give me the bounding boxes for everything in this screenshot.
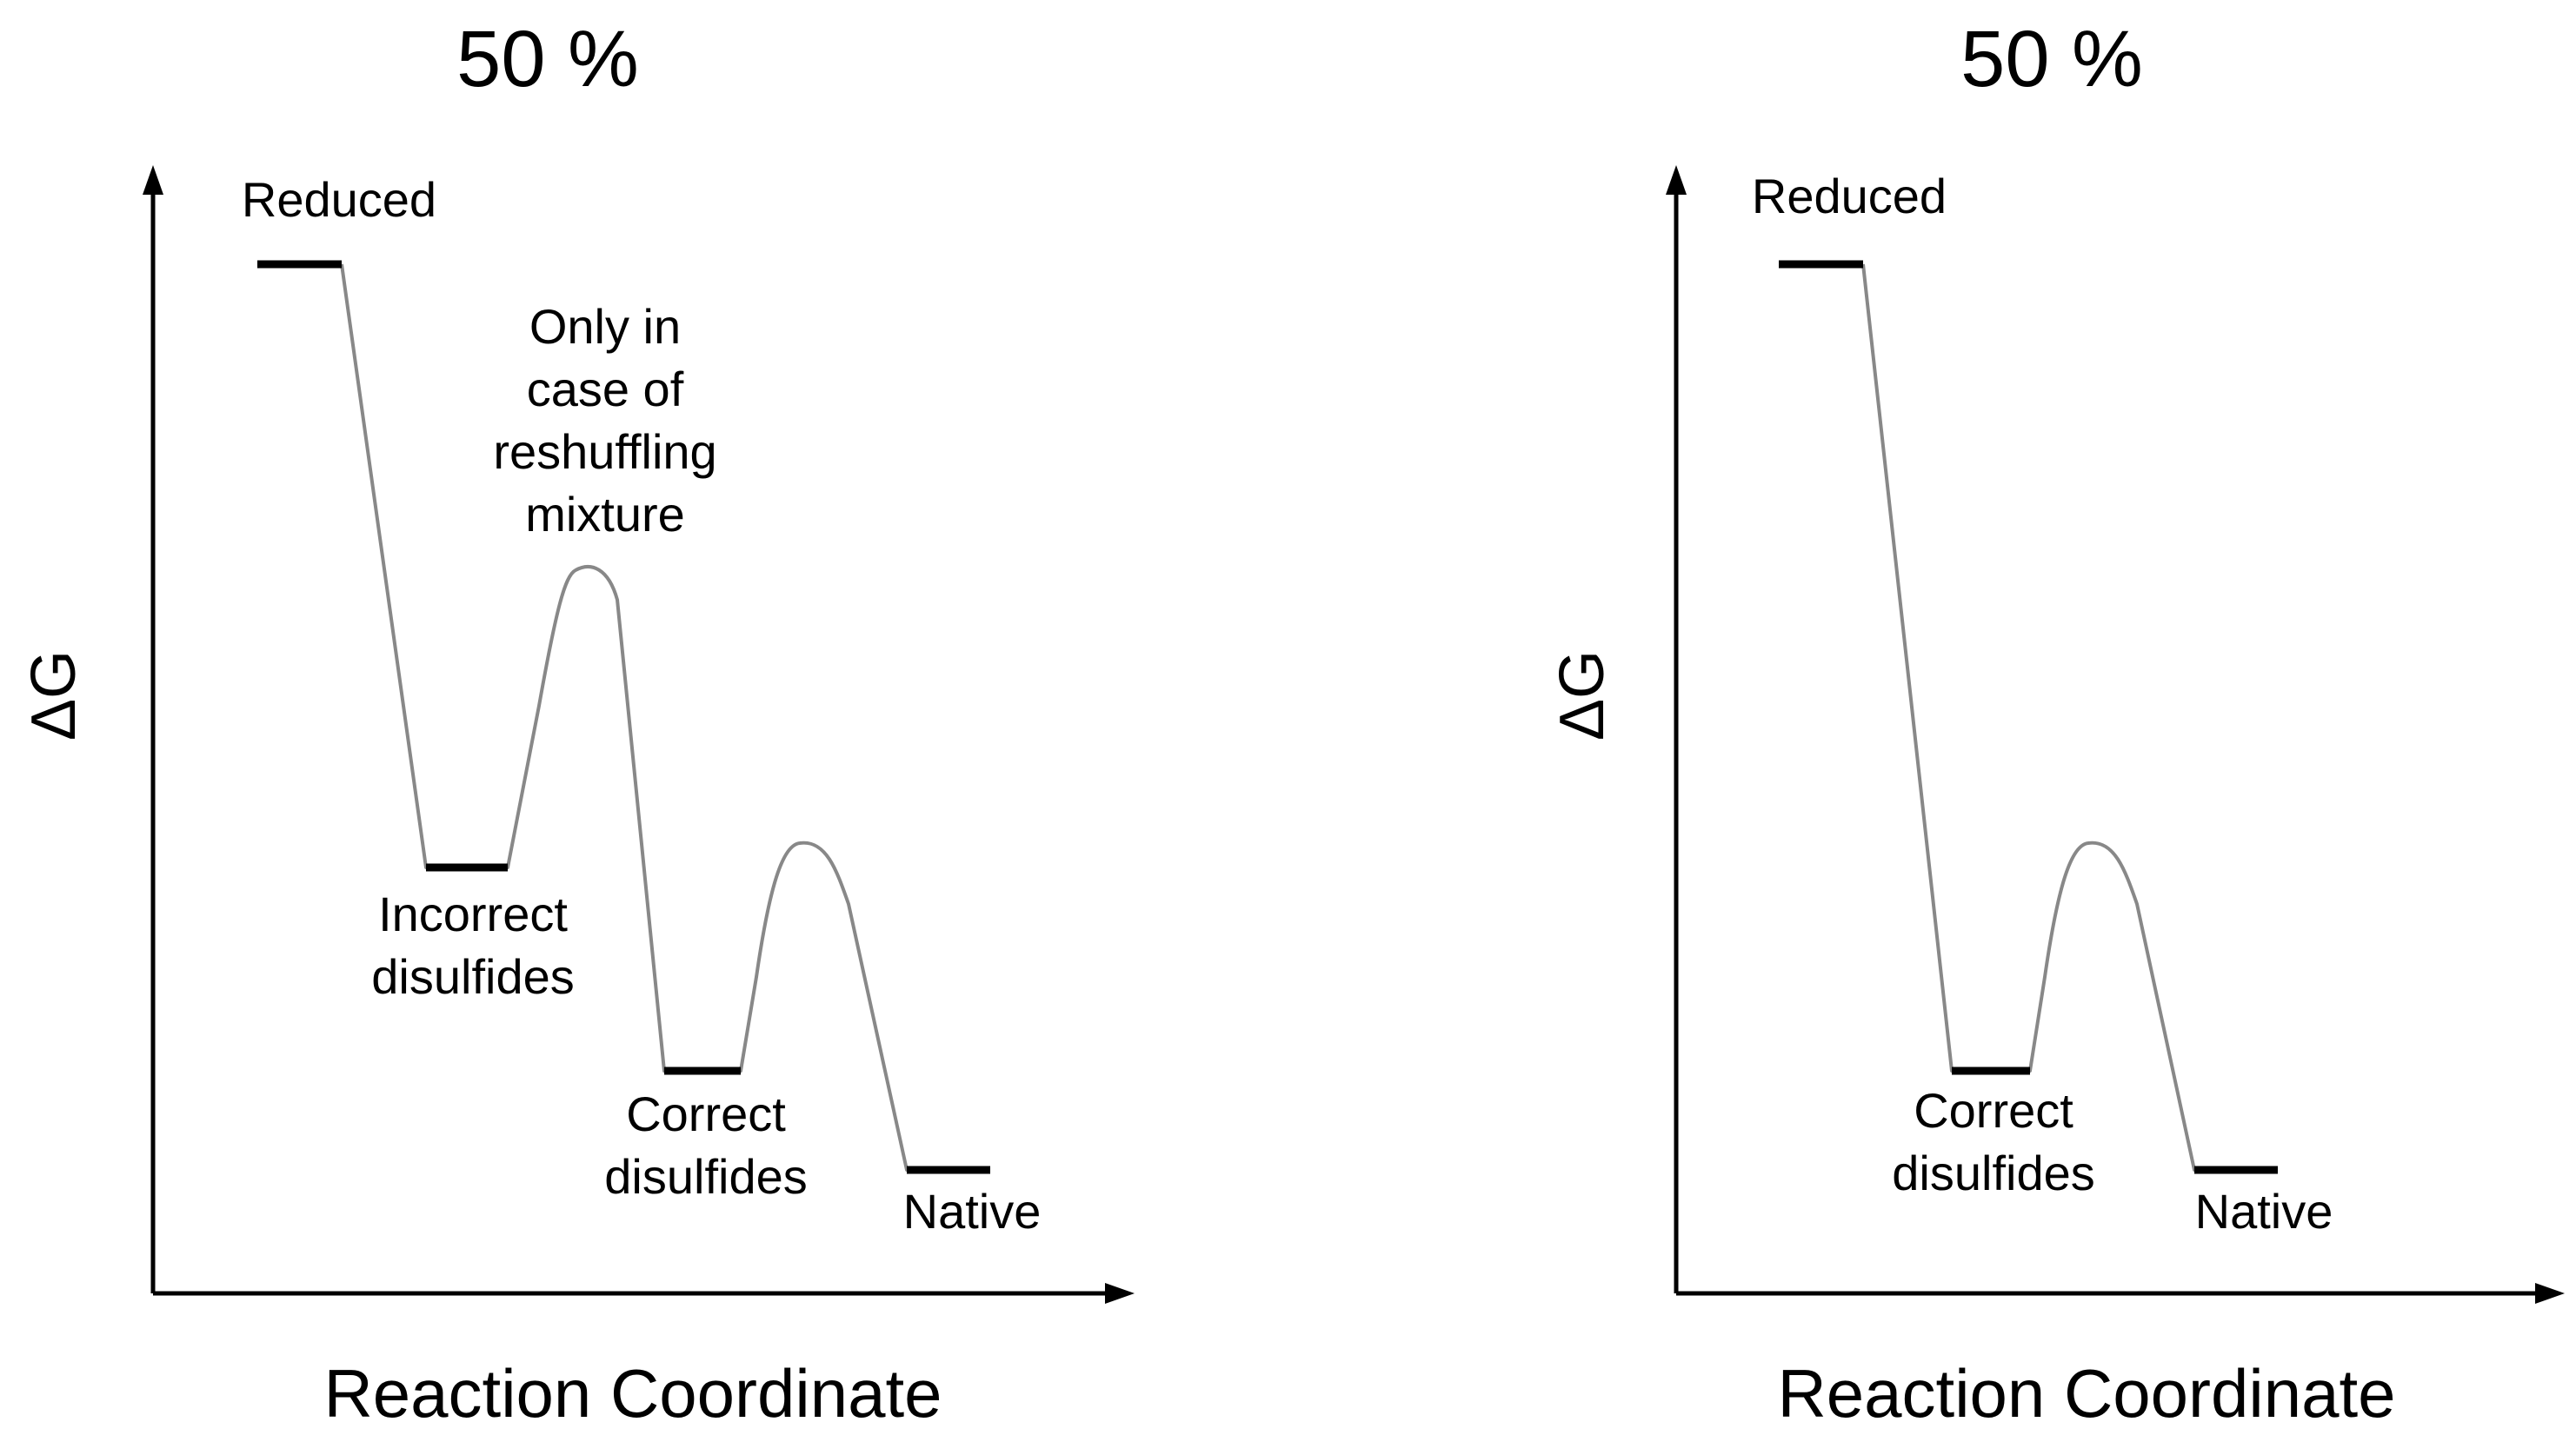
label-native: Native bbox=[902, 1184, 1042, 1239]
panel-title: 50 % bbox=[1960, 15, 2143, 103]
label-correct-disulfides: Correct disulfides bbox=[604, 1086, 808, 1204]
label-correct-disulfides: Correct disulfides bbox=[1892, 1083, 2095, 1200]
x-axis-label: Reaction Coordinate bbox=[323, 1355, 942, 1432]
energy-path-curve bbox=[1861, 263, 2278, 1172]
x-axis-label: Reaction Coordinate bbox=[1777, 1355, 2396, 1432]
panel-title: 50 % bbox=[456, 15, 639, 103]
panel-right: 50 % ΔG Reaction Coordinate Reduced Corr… bbox=[1513, 0, 2576, 1442]
label-barrier-note: Only in case of reshuffling mixture bbox=[493, 299, 717, 542]
label-reduced: Reduced bbox=[241, 172, 437, 227]
energy-path-curve bbox=[340, 263, 990, 1172]
x-axis-arrowhead bbox=[1105, 1283, 1135, 1304]
label-native: Native bbox=[2194, 1184, 2333, 1239]
x-axis-arrowhead bbox=[2535, 1283, 2565, 1304]
label-incorrect-disulfides: Incorrect disulfides bbox=[371, 887, 575, 1004]
y-axis-label: ΔG bbox=[1548, 649, 1617, 741]
panel-left-graphics bbox=[143, 165, 1135, 1304]
panel-right-graphics bbox=[1666, 165, 2565, 1304]
label-reduced: Reduced bbox=[1751, 169, 1947, 223]
panel-left: 50 % ΔG Reaction Coordinate Reduced Only… bbox=[0, 0, 1269, 1442]
y-axis-label: ΔG bbox=[19, 649, 89, 741]
y-axis-arrowhead bbox=[1666, 165, 1687, 195]
y-axis-arrowhead bbox=[143, 165, 163, 195]
